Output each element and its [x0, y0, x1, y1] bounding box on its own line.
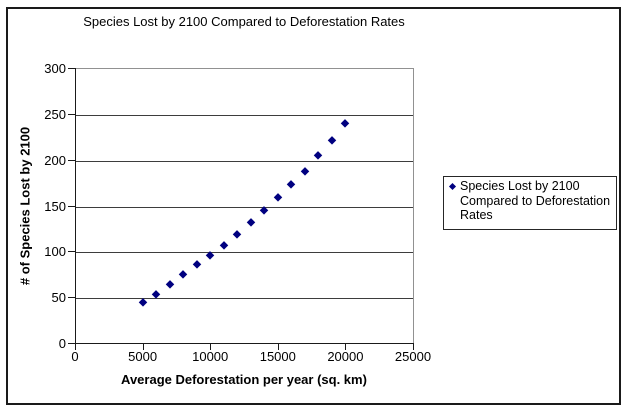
legend-label-line2: Compared to Deforestation — [460, 193, 611, 208]
x-axis-title: Average Deforestation per year (sq. km) — [121, 372, 367, 387]
y-tick-label: 200 — [44, 152, 66, 168]
x-tick-mark — [210, 344, 212, 350]
diamond-icon — [448, 182, 457, 191]
x-tick-label: 25000 — [394, 349, 432, 364]
y-tick-label: 100 — [44, 244, 66, 260]
gridline-y-150 — [76, 206, 413, 208]
x-tick-label: 5000 — [128, 349, 158, 364]
y-tick-label: 300 — [44, 61, 66, 76]
x-tick-label: 15000 — [259, 349, 296, 364]
plot-area — [75, 68, 414, 344]
x-tick-mark — [413, 344, 414, 350]
x-axis-line — [75, 343, 414, 344]
y-tick-label: 250 — [44, 106, 66, 122]
y-tick-mark — [68, 205, 76, 207]
y-tick-label: 50 — [51, 290, 66, 306]
legend: Species Lost by 2100 Compared to Defores… — [443, 176, 617, 230]
y-tick-mark — [68, 251, 76, 253]
gridline-y-200 — [76, 160, 413, 162]
y-tick-mark — [68, 159, 76, 161]
x-tick-label: 10000 — [192, 349, 229, 364]
gridline-y-50 — [76, 298, 413, 300]
y-tick-mark — [68, 113, 76, 115]
legend-label-line1: Species Lost by 2100 — [460, 179, 580, 193]
y-tick-label: 0 — [58, 336, 66, 351]
x-tick-mark — [345, 344, 347, 350]
x-tick-mark — [277, 344, 279, 350]
legend-label-line3: Rates — [460, 208, 493, 222]
y-tick-mark — [68, 68, 76, 69]
chart-title: Species Lost by 2100 Compared to Defores… — [83, 14, 405, 29]
y-tick-mark — [68, 343, 76, 344]
y-tick-label: 150 — [44, 198, 66, 214]
x-tick-mark — [142, 344, 144, 350]
x-tick-label: 0 — [71, 349, 79, 364]
gridline-y-100 — [76, 252, 413, 254]
y-tick-mark — [68, 297, 76, 299]
legend-label: Species Lost by 2100 Compared to Defores… — [460, 179, 610, 223]
x-tick-mark — [75, 344, 76, 350]
x-tick-label: 20000 — [327, 349, 364, 364]
gridline-y-250 — [76, 114, 413, 116]
